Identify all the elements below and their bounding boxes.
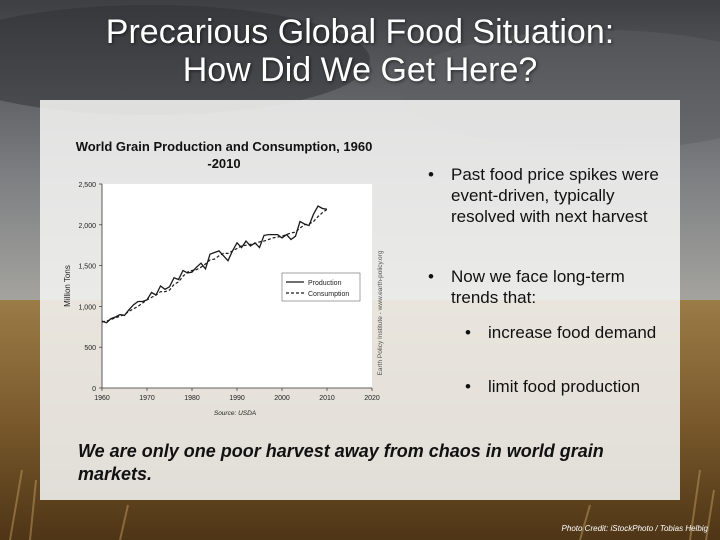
bullet-2: • Now we face long-term trends that: [428, 266, 668, 308]
bullet-1-text: Past food price spikes were event-driven… [451, 165, 659, 226]
source-watermark: Earth Policy Institute - www.earth-polic… [377, 250, 384, 375]
y-tick-label: 0 [92, 386, 96, 393]
x-tick-label: 1970 [139, 395, 155, 402]
grain-chart: 0 500 1,000 1,500 2,000 2,500 1960 1970 1980 1990… [63, 182, 384, 417]
x-tick-label: 2010 [319, 395, 335, 402]
series-lines [101, 205, 328, 324]
y-tick-label: 1,000 [78, 304, 96, 311]
y-axis-label: Million Tons [63, 265, 72, 307]
legend-label-consumption: Consumption [308, 291, 349, 298]
legend-label-production: Production [308, 280, 342, 287]
series-line-consumption [101, 208, 328, 323]
slide-title-line-1: Precarious Global Food Situation: [105, 13, 615, 51]
bullet-2-text: Now we face long-term trends that: [451, 267, 625, 307]
x-tick-label: 1990 [229, 395, 245, 402]
sub-bullet-2: • limit food production [465, 376, 675, 397]
photo-credit: Photo Credit: iStockPhoto / Tobias Helbi… [561, 524, 708, 533]
slide-title-line-2: How Did We Get Here? [182, 51, 538, 89]
y-tick-label: 2,000 [78, 223, 96, 230]
sub-bullet-2-text: limit food production [488, 377, 641, 396]
y-tick-label: 2,500 [78, 182, 96, 189]
bullet-dot: • [428, 165, 434, 184]
x-tick-label: 2020 [364, 395, 380, 402]
tagline: We are only one poor harvest away from c… [78, 441, 604, 484]
y-tick-label: 1,500 [78, 264, 96, 271]
x-tick-label: 1960 [94, 395, 110, 402]
series-line-production [101, 205, 328, 324]
y-tick-label: 500 [84, 345, 96, 352]
sub-bullet-1-text: increase food demand [488, 323, 657, 342]
chart-source: Source: USDA [214, 410, 256, 417]
chart-legend: Production Consumption [281, 272, 361, 302]
x-tick-label: 2000 [274, 395, 290, 402]
bullet-dot: • [428, 267, 434, 286]
bullet-1: • Past food price spikes were event-driv… [428, 164, 668, 227]
bullet-dot: • [465, 323, 471, 342]
chart-axes [99, 183, 373, 391]
sub-bullet-1: • increase food demand [465, 322, 665, 343]
legend-box [281, 272, 361, 302]
chart-title: World Grain Production and Consumption, … [75, 139, 373, 171]
tick-labels: 0 500 1,000 1,500 2,000 2,500 1960 1970 1980 1990… [78, 182, 379, 402]
x-tick-label: 1980 [184, 395, 200, 402]
bullet-dot: • [465, 377, 471, 396]
